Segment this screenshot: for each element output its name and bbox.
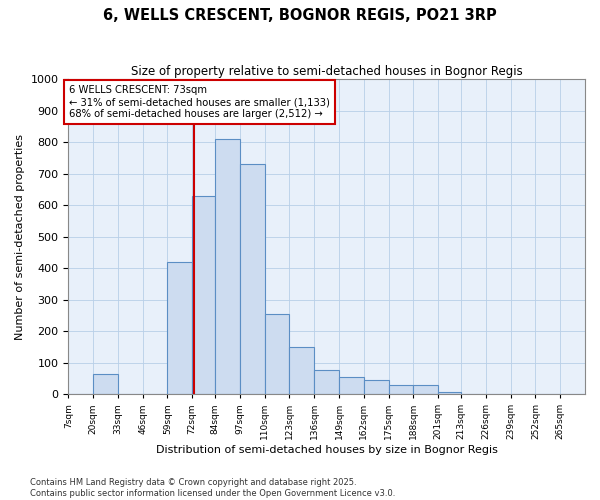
Bar [314, 370, 339, 394]
Title: Size of property relative to semi-detached houses in Bognor Regis: Size of property relative to semi-detach… [131, 65, 523, 78]
Text: 6, WELLS CRESCENT, BOGNOR REGIS, PO21 3RP: 6, WELLS CRESCENT, BOGNOR REGIS, PO21 3R… [103, 8, 497, 22]
Text: Contains HM Land Registry data © Crown copyright and database right 2025.
Contai: Contains HM Land Registry data © Crown c… [30, 478, 395, 498]
Bar [413, 384, 438, 394]
Bar [438, 392, 461, 394]
Bar [265, 314, 289, 394]
Bar [167, 262, 192, 394]
Bar [215, 139, 240, 394]
Text: 6 WELLS CRESCENT: 73sqm
← 31% of semi-detached houses are smaller (1,133)
68% of: 6 WELLS CRESCENT: 73sqm ← 31% of semi-de… [69, 86, 330, 118]
X-axis label: Distribution of semi-detached houses by size in Bognor Regis: Distribution of semi-detached houses by … [156, 445, 497, 455]
Bar [192, 196, 215, 394]
Y-axis label: Number of semi-detached properties: Number of semi-detached properties [15, 134, 25, 340]
Bar [364, 380, 389, 394]
Bar [289, 347, 314, 394]
Bar [93, 374, 118, 394]
Bar [240, 164, 265, 394]
Bar [339, 376, 364, 394]
Bar [389, 384, 413, 394]
